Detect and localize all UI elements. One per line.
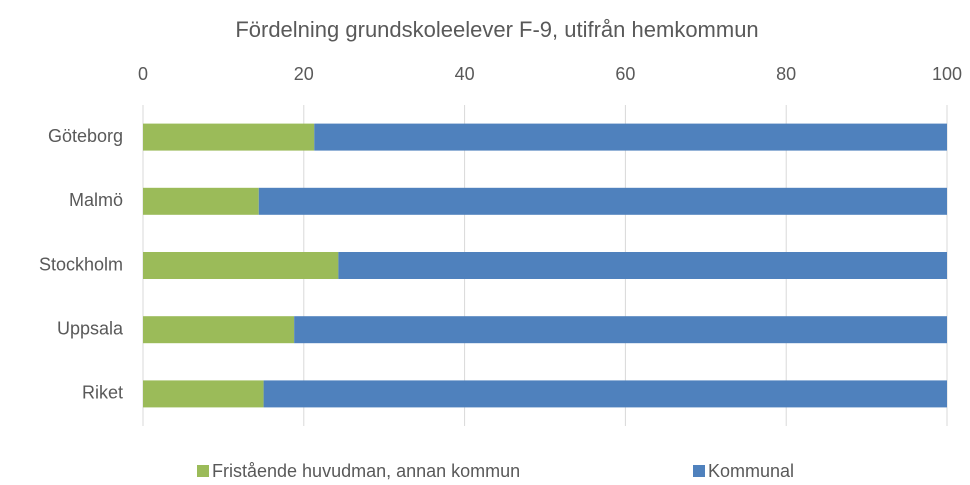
- bar-segment: [294, 316, 948, 344]
- y-tick-label: Göteborg: [48, 126, 123, 146]
- x-tick-label: 20: [294, 64, 314, 84]
- bar-segment: [143, 187, 259, 215]
- bar-segment: [143, 380, 264, 408]
- bar-segment: [143, 123, 315, 151]
- y-tick-label: Riket: [82, 383, 123, 403]
- x-tick-label: 60: [615, 64, 635, 84]
- x-tick-label: 0: [138, 64, 148, 84]
- bar-segment: [143, 316, 295, 344]
- y-tick-label: Malmö: [69, 190, 123, 210]
- bar-segment: [338, 252, 947, 279]
- x-tick-label: 80: [776, 64, 796, 84]
- bar-segment: [143, 252, 339, 279]
- legend-label: Kommunal: [708, 461, 794, 481]
- y-tick-label: Uppsala: [57, 318, 124, 338]
- x-tick-label: 40: [455, 64, 475, 84]
- legend-swatch: [197, 465, 209, 477]
- chart-title: Fördelning grundskoleelever F-9, utifrån…: [235, 17, 758, 42]
- legend-swatch: [693, 465, 705, 477]
- x-tick-label: 100: [932, 64, 962, 84]
- bar-segment: [258, 187, 947, 215]
- y-tick-label: Stockholm: [39, 254, 123, 274]
- bar-segment: [263, 380, 948, 408]
- bar-segment: [314, 123, 947, 151]
- legend-label: Fristående huvudman, annan kommun: [212, 461, 520, 481]
